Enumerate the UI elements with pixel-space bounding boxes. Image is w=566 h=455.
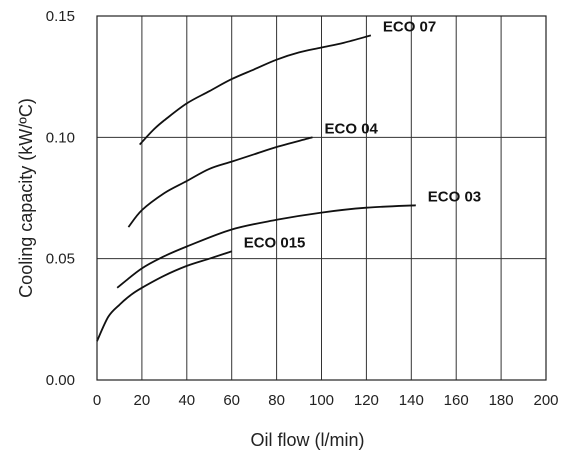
x-tick-label: 20 bbox=[134, 392, 151, 409]
y-tick-label: 0.05 bbox=[46, 251, 75, 268]
series-line-eco-03 bbox=[116, 204, 416, 289]
x-tick-label: 80 bbox=[268, 392, 285, 409]
x-tick-label: 40 bbox=[178, 392, 195, 409]
x-tick-label: 160 bbox=[444, 392, 469, 409]
y-tick-label: 0.15 bbox=[46, 8, 75, 25]
x-tick-label: 140 bbox=[399, 392, 424, 409]
series-label-eco-015: ECO 015 bbox=[244, 234, 306, 251]
series-label-eco-03: ECO 03 bbox=[428, 188, 481, 205]
y-tick-label: 0.00 bbox=[46, 372, 75, 389]
plot-frame bbox=[96, 15, 547, 381]
x-tick-label: 200 bbox=[533, 392, 558, 409]
series-line-eco-04 bbox=[127, 136, 313, 228]
x-tick-labels: 0 20 40 60 80 100 120 140 160 180 200 bbox=[93, 392, 559, 409]
series-line-eco-07 bbox=[139, 34, 372, 146]
grid-lines bbox=[97, 16, 546, 380]
x-tick-label: 60 bbox=[223, 392, 240, 409]
x-tick-label: 0 bbox=[93, 392, 101, 409]
series-curves bbox=[96, 34, 416, 342]
x-tick-label: 120 bbox=[354, 392, 379, 409]
series-line-eco-015 bbox=[96, 250, 232, 342]
series-label-eco-04: ECO 04 bbox=[325, 120, 379, 137]
x-tick-label: 100 bbox=[309, 392, 334, 409]
x-tick-label: 180 bbox=[489, 392, 514, 409]
series-labels: ECO 07 ECO 04 ECO 03 ECO 015 bbox=[244, 18, 481, 251]
x-axis-title: Oil flow (l/min) bbox=[250, 430, 364, 450]
y-axis-title: Cooling capacity (kW/ºC) bbox=[16, 98, 36, 298]
y-tick-label: 0.10 bbox=[46, 129, 75, 146]
series-label-eco-07: ECO 07 bbox=[383, 18, 436, 35]
y-tick-labels: 0.00 0.05 0.10 0.15 bbox=[46, 8, 75, 389]
